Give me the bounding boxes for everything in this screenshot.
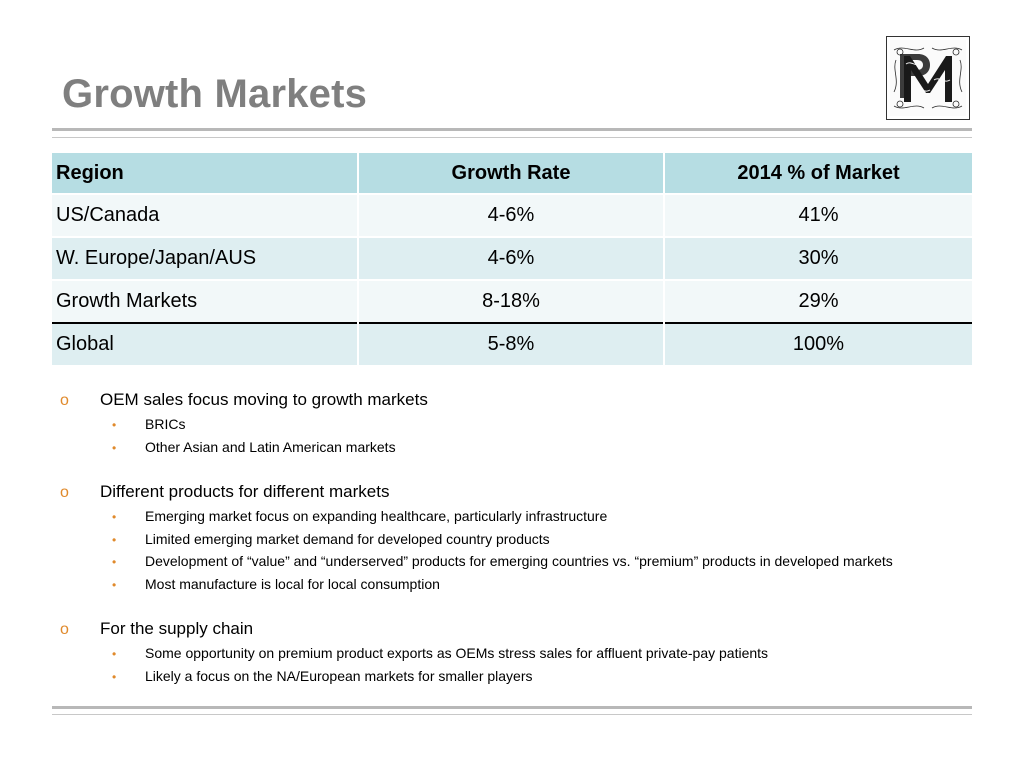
market-share-cell: 29% [664,279,972,323]
dot-bullet-icon: • [112,669,117,684]
monogram-logo-icon [886,36,970,120]
sub-bullet-text: Some opportunity on premium product expo… [145,645,769,661]
sub-bullet-text: BRICs [145,416,186,432]
market-share-cell: 100% [664,322,972,365]
table-row: W. Europe/Japan/AUS 4-6% 30% [52,236,972,280]
sub-bullet-item: • Limited emerging market demand for dev… [112,528,990,551]
sub-bullet-text: Emerging market focus on expanding healt… [145,508,608,524]
sub-bullet-item: • Emerging market focus on expanding hea… [112,505,990,528]
market-share-cell: 30% [664,236,972,280]
sub-bullet-item: • Most manufacture is local for local co… [112,573,990,596]
sub-bullet-text: Most manufacture is local for local cons… [145,575,440,592]
bullet-text: Different products for different markets [100,482,390,501]
bullet-group: o Different products for different marke… [60,482,990,595]
circle-bullet-icon: o [60,621,69,638]
dot-bullet-icon: • [112,532,117,547]
growth-rate-cell: 4-6% [358,193,665,237]
sub-bullet-item: • Some opportunity on premium product ex… [112,642,990,665]
sub-bullet-item: • Other Asian and Latin American markets [112,436,990,459]
header-market-share: 2014 % of Market [664,153,972,194]
circle-bullet-icon: o [60,392,69,409]
table-total-row: Global 5-8% 100% [52,322,972,365]
slide-title: Growth Markets [62,72,368,116]
sub-bullet-text: Likely a focus on the NA/European market… [145,667,533,684]
header-region: Region [52,153,359,194]
bullet-item: o For the supply chain [60,619,990,639]
bullet-group: o For the supply chain • Some opportunit… [60,619,990,687]
dot-bullet-icon: • [112,555,117,569]
growth-rate-cell: 5-8% [358,322,665,365]
table-header-row: Region Growth Rate 2014 % of Market [52,153,972,194]
sub-bullet-item: • BRICs [112,413,990,436]
footer-divider [52,706,972,715]
region-cell: Growth Markets [52,279,359,323]
dot-bullet-icon: • [112,647,117,661]
dot-bullet-icon: • [112,577,117,592]
header-growth-rate: Growth Rate [358,153,665,194]
sub-bullet-item: • Likely a focus on the NA/European mark… [112,665,990,688]
sub-bullet-text: Other Asian and Latin American markets [145,438,396,455]
growth-rate-cell: 8-18% [358,279,665,323]
bullet-text: For the supply chain [100,619,254,638]
table-row: Growth Markets 8-18% 29% [52,279,972,323]
sub-bullet-text: Development of “value” and “underserved”… [145,553,893,569]
bullet-group: o OEM sales focus moving to growth marke… [60,390,990,458]
bullet-list: o OEM sales focus moving to growth marke… [60,390,990,687]
bullet-text: OEM sales focus moving to growth markets [100,390,428,409]
markets-table: Region Growth Rate 2014 % of Market US/C… [52,153,972,365]
region-cell: Global [52,322,359,365]
bullet-item: o Different products for different marke… [60,482,990,502]
dot-bullet-icon: • [112,418,117,432]
market-share-cell: 41% [664,193,972,237]
bullet-item: o OEM sales focus moving to growth marke… [60,390,990,410]
title-divider [52,128,972,138]
region-cell: US/Canada [52,193,359,237]
region-cell: W. Europe/Japan/AUS [52,236,359,280]
growth-rate-cell: 4-6% [358,236,665,280]
table-row: US/Canada 4-6% 41% [52,193,972,237]
dot-bullet-icon: • [112,510,117,524]
dot-bullet-icon: • [112,440,117,455]
sub-bullet-text: Limited emerging market demand for devel… [145,530,550,547]
sub-bullet-item: • Development of “value” and “underserve… [112,550,990,573]
circle-bullet-icon: o [60,484,69,501]
